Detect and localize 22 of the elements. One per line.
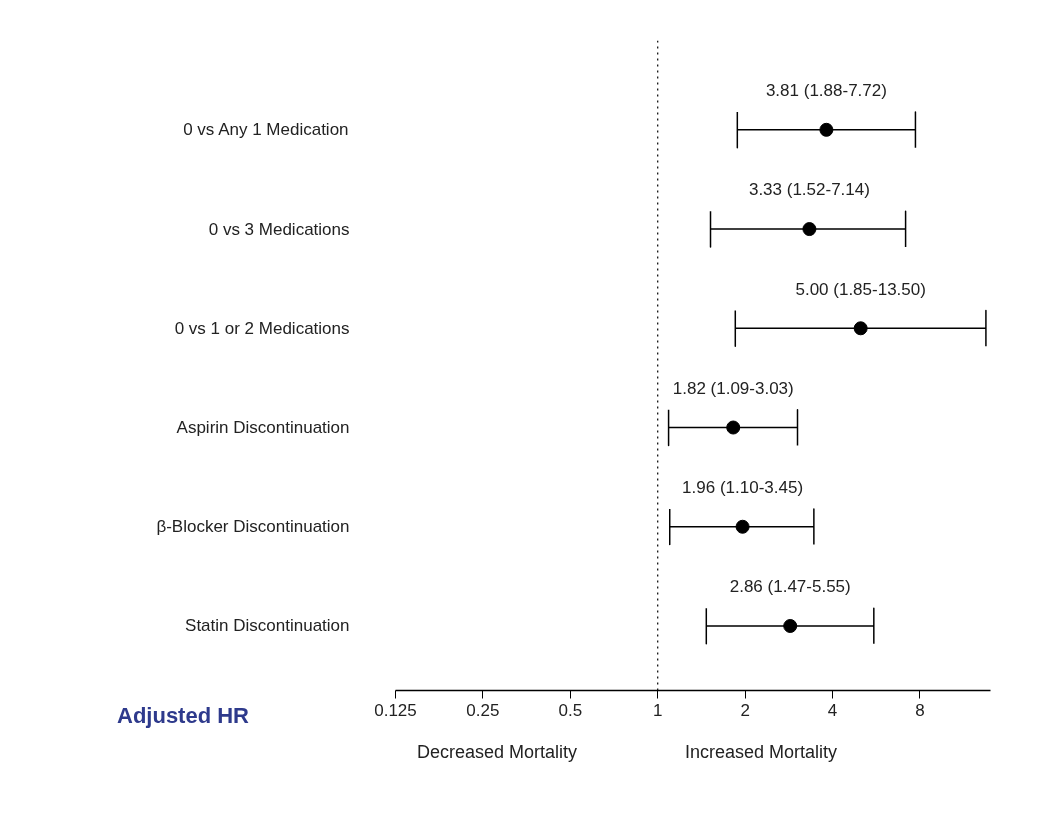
y-tick-label: 0 vs 3 Medications [208,219,350,239]
x-tick-label: 1 [652,700,663,720]
y-tick-label: 0 vs Any 1 Medication [183,120,349,140]
y-tick-label: Aspirin Discontinuation [176,418,350,438]
data-label: 3.81 (1.88-7.72) [765,81,887,101]
y-tick-label: Statin Discontinuation [185,616,350,636]
text: Increased Mortality [685,741,838,764]
data-label: 1.82 (1.09-3.03) [672,378,794,398]
x-tick-label: 0.25 [466,700,500,720]
data-label: 5.00 (1.85-13.50) [795,279,926,299]
text: Adjusted HR [117,702,249,730]
x-tick-label: 0.125 [374,700,417,720]
data-label: 3.33 (1.52-7.14) [748,180,870,200]
data-label: 1.96 (1.10-3.45) [682,477,804,497]
y-tick-label: β-Blocker Discontinuation [156,517,350,537]
text: Decreased Mortality [417,741,578,764]
y-tick-label: 0 vs 1 or 2 Medications [174,318,350,338]
x-tick-label: 8 [915,700,925,720]
data-label: 2.86 (1.47-5.55) [729,577,851,597]
x-tick-label: 0.5 [558,700,583,720]
x-tick-label: 4 [827,700,838,720]
x-tick-label: 2 [740,700,750,720]
